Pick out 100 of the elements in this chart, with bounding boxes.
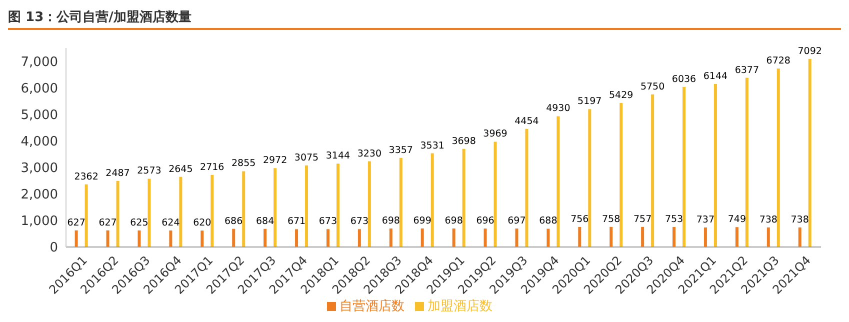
data-label: 699	[413, 215, 432, 226]
bar	[295, 229, 298, 247]
data-label: 627	[98, 217, 117, 228]
data-label: 3969	[483, 128, 508, 140]
y-tick-label: 1,000	[20, 214, 58, 230]
bar	[169, 230, 172, 247]
data-label: 756	[570, 214, 589, 225]
bar	[610, 226, 613, 247]
data-label: 2362	[74, 171, 98, 182]
bar	[704, 227, 707, 247]
bar	[420, 228, 424, 247]
data-label: 6036	[672, 74, 696, 85]
bar	[430, 153, 434, 247]
data-label: 6144	[703, 70, 728, 82]
data-label: 4930	[546, 103, 570, 114]
bar	[336, 164, 340, 247]
data-label: 697	[508, 216, 526, 227]
data-label: 686	[224, 216, 243, 227]
bar	[106, 230, 110, 247]
data-label: 5750	[640, 81, 665, 92]
data-label: 696	[476, 216, 494, 227]
bar	[84, 184, 88, 247]
bar	[672, 227, 676, 247]
y-tick-label: 3,000	[20, 161, 58, 176]
data-label: 3357	[388, 144, 413, 156]
data-label: 673	[350, 216, 369, 228]
legend-label: 自营酒店数	[340, 299, 404, 314]
data-label: 7092	[798, 46, 822, 57]
bar	[368, 161, 371, 247]
bar	[452, 228, 456, 247]
data-label: 5197	[578, 96, 602, 108]
data-label: 738	[759, 214, 778, 226]
data-label: 624	[162, 217, 180, 228]
data-label: 2972	[262, 155, 288, 166]
data-label: 698	[444, 215, 463, 226]
data-label: 3144	[326, 150, 350, 162]
data-label: 698	[382, 215, 400, 226]
bar	[766, 227, 770, 247]
bar	[179, 176, 182, 247]
bar	[484, 228, 487, 247]
data-label: 3075	[294, 152, 319, 164]
bar	[138, 230, 141, 247]
bar	[798, 227, 802, 247]
bar	[578, 226, 582, 247]
bar	[714, 84, 717, 247]
y-tick-label: 4,000	[20, 134, 58, 150]
bar	[735, 227, 738, 247]
data-label: 753	[664, 214, 684, 226]
data-label: 3698	[452, 136, 476, 147]
y-tick-label: 6,000	[20, 81, 58, 96]
bar	[556, 116, 560, 247]
data-label: 6377	[734, 64, 760, 76]
bar	[515, 228, 518, 247]
bar	[200, 230, 204, 247]
data-label: 620	[193, 218, 212, 229]
data-label: 2716	[200, 162, 224, 173]
bar	[242, 171, 246, 247]
data-label: 2855	[232, 158, 256, 170]
data-label: 2487	[106, 168, 130, 180]
bar	[651, 94, 654, 247]
bar	[399, 158, 402, 247]
bar	[641, 226, 644, 247]
bar	[588, 109, 592, 247]
chart-title: 图 13：公司自营/加盟酒店数量	[8, 8, 841, 30]
bar	[358, 229, 361, 247]
data-label: 4454	[514, 116, 539, 127]
data-label: 758	[602, 214, 620, 225]
data-label: 671	[287, 216, 306, 228]
data-label: 2573	[137, 166, 162, 177]
bar	[389, 228, 392, 247]
data-label: 673	[318, 216, 338, 228]
data-label: 737	[696, 214, 715, 226]
bar	[525, 128, 528, 247]
bar	[305, 165, 308, 247]
y-tick-label: 2,000	[20, 188, 58, 203]
bar	[494, 142, 497, 247]
y-tick-label: 5,000	[20, 108, 58, 123]
legend-label: 加盟酒店数	[428, 299, 492, 314]
bar	[682, 86, 686, 247]
bar	[745, 78, 748, 247]
bar	[620, 102, 623, 247]
bar	[808, 58, 812, 247]
data-label: 749	[728, 214, 746, 226]
data-label: 757	[633, 214, 652, 225]
y-tick-label: 7,000	[20, 54, 58, 70]
bar	[116, 181, 120, 247]
bar	[210, 174, 214, 247]
bar	[326, 229, 330, 247]
data-label: 2645	[168, 164, 193, 175]
bar	[264, 228, 267, 247]
bar	[232, 228, 236, 247]
data-label: 3230	[357, 148, 382, 160]
bar	[148, 178, 151, 247]
bar	[776, 68, 780, 247]
bar	[546, 228, 550, 247]
bar	[462, 148, 466, 247]
data-label: 625	[130, 217, 148, 228]
data-label: 688	[539, 216, 558, 227]
data-label: 3531	[420, 140, 444, 152]
y-tick-label: 0	[50, 240, 58, 256]
